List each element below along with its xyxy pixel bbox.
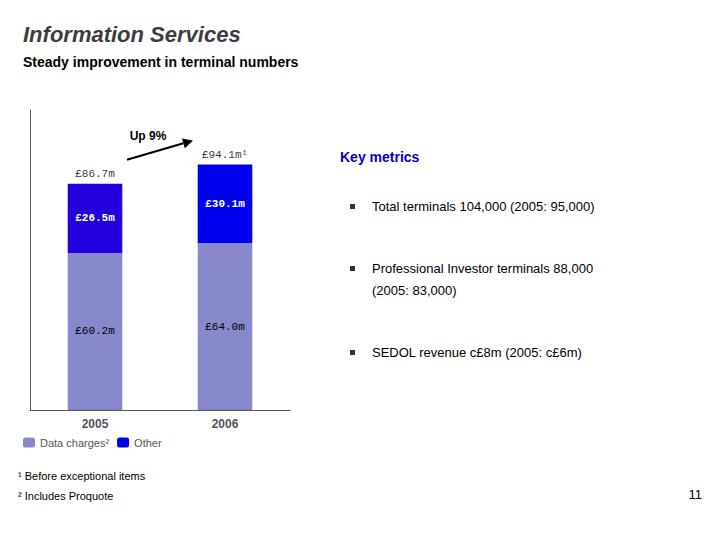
- svg-text:2005: 2005: [82, 417, 109, 431]
- svg-text:Up 9%: Up 9%: [130, 129, 167, 143]
- svg-text:Professional Investor terminal: Professional Investor terminals 88,000: [372, 261, 593, 276]
- svg-text:SEDOL revenue c£8m (2005: c£6m: SEDOL revenue c£8m (2005: c£6m): [372, 345, 582, 360]
- svg-text:(2005: 83,000): (2005: 83,000): [372, 283, 457, 298]
- svg-text:£86.7m: £86.7m: [75, 168, 115, 180]
- svg-text:Key metrics: Key metrics: [340, 149, 420, 165]
- svg-text:2006: 2006: [212, 417, 239, 431]
- svg-text:Information Services: Information Services: [23, 22, 241, 47]
- svg-text:Other: Other: [134, 437, 162, 449]
- svg-text:11: 11: [689, 487, 703, 502]
- svg-text:£30.1m: £30.1m: [205, 198, 245, 210]
- svg-text:¹ Before exceptional items: ¹ Before exceptional items: [18, 470, 146, 482]
- svg-text:£64.0m: £64.0m: [205, 321, 245, 333]
- svg-text:Data charges²: Data charges²: [40, 437, 109, 449]
- svg-text:² Includes Proquote: ² Includes Proquote: [18, 490, 113, 502]
- svg-text:£60.2m: £60.2m: [75, 325, 115, 337]
- svg-text:Total terminals 104,000 (2005:: Total terminals 104,000 (2005: 95,000): [372, 199, 595, 214]
- svg-text:£94.1m¹: £94.1m¹: [202, 149, 248, 161]
- svg-text:£26.5m: £26.5m: [75, 212, 115, 224]
- svg-text:Steady improvement in terminal: Steady improvement in terminal numbers: [23, 54, 299, 70]
